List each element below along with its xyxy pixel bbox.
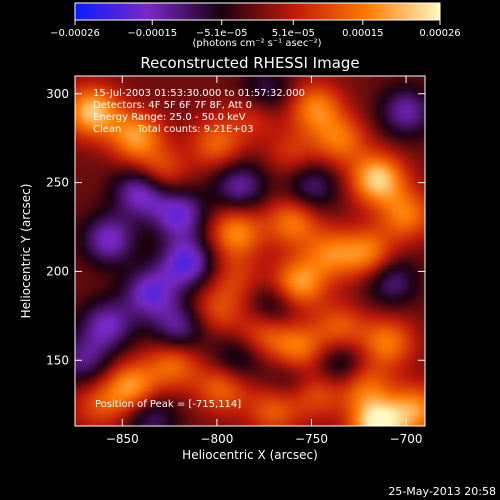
colorbar-tick-label: 0.00026 <box>419 28 460 39</box>
y-tick-label: 150 <box>46 353 69 367</box>
x-tick-label: −750 <box>295 432 328 446</box>
peak-position-label: Position of Peak = [-715,114] <box>95 399 241 410</box>
annotation-time-range: 15-Jul-2003 01:53:30.000 to 01:57:32.000 <box>93 88 305 99</box>
x-axis: −850 −800 −750 −700 <box>106 76 423 446</box>
x-axis-label: Heliocentric X (arcsec) <box>182 448 318 462</box>
colorbar-tick-label: −5.1e−05 <box>196 28 248 39</box>
annotation-block: 15-Jul-2003 01:53:30.000 to 01:57:32.000… <box>93 88 305 135</box>
heatmap-image <box>75 76 425 426</box>
y-tick-label: 200 <box>46 264 69 278</box>
colorbar: −0.00026 −0.00015 −5.1e−05 5.1e−05 0.00015 0.… <box>50 2 461 49</box>
chart-title: Reconstructed RHESSI Image <box>140 54 359 72</box>
y-axis-label: Heliocentric Y (arcsec) <box>19 184 33 319</box>
y-tick-label: 300 <box>46 87 69 101</box>
colorbar-tick-label: −0.00015 <box>127 28 177 39</box>
footer-timestamp: 25-May-2013 20:58 <box>388 485 496 498</box>
colorbar-tick-label: 5.1e−05 <box>272 28 315 39</box>
colorbar-unit-label: (photons cm⁻² s⁻¹ asec⁻²) <box>192 38 321 49</box>
x-tick-label: −700 <box>390 432 423 446</box>
x-tick-label: −850 <box>106 432 139 446</box>
x-tick-label: −800 <box>200 432 233 446</box>
colorbar-ramp <box>75 3 440 20</box>
plot-frame <box>74 75 426 427</box>
y-axis: 150 200 250 300 <box>46 87 425 367</box>
colorbar-tick-label: 0.00015 <box>342 28 383 39</box>
colorbar-frame <box>74 2 441 21</box>
annotation-detectors: Detectors: 4F 5F 6F 7F 8F, Att 0 <box>93 100 252 111</box>
annotation-clean-counts: Clean Total counts: 9.21E+03 <box>93 124 253 135</box>
plot-area <box>75 76 425 426</box>
colorbar-tick-label: −0.00026 <box>50 28 100 39</box>
colorbar-ticks: −0.00026 −0.00015 −5.1e−05 5.1e−05 0.00015 0.… <box>50 20 461 39</box>
annotation-energy-range: Energy Range: 25.0 - 50.0 keV <box>93 112 246 123</box>
y-tick-label: 250 <box>46 176 69 190</box>
